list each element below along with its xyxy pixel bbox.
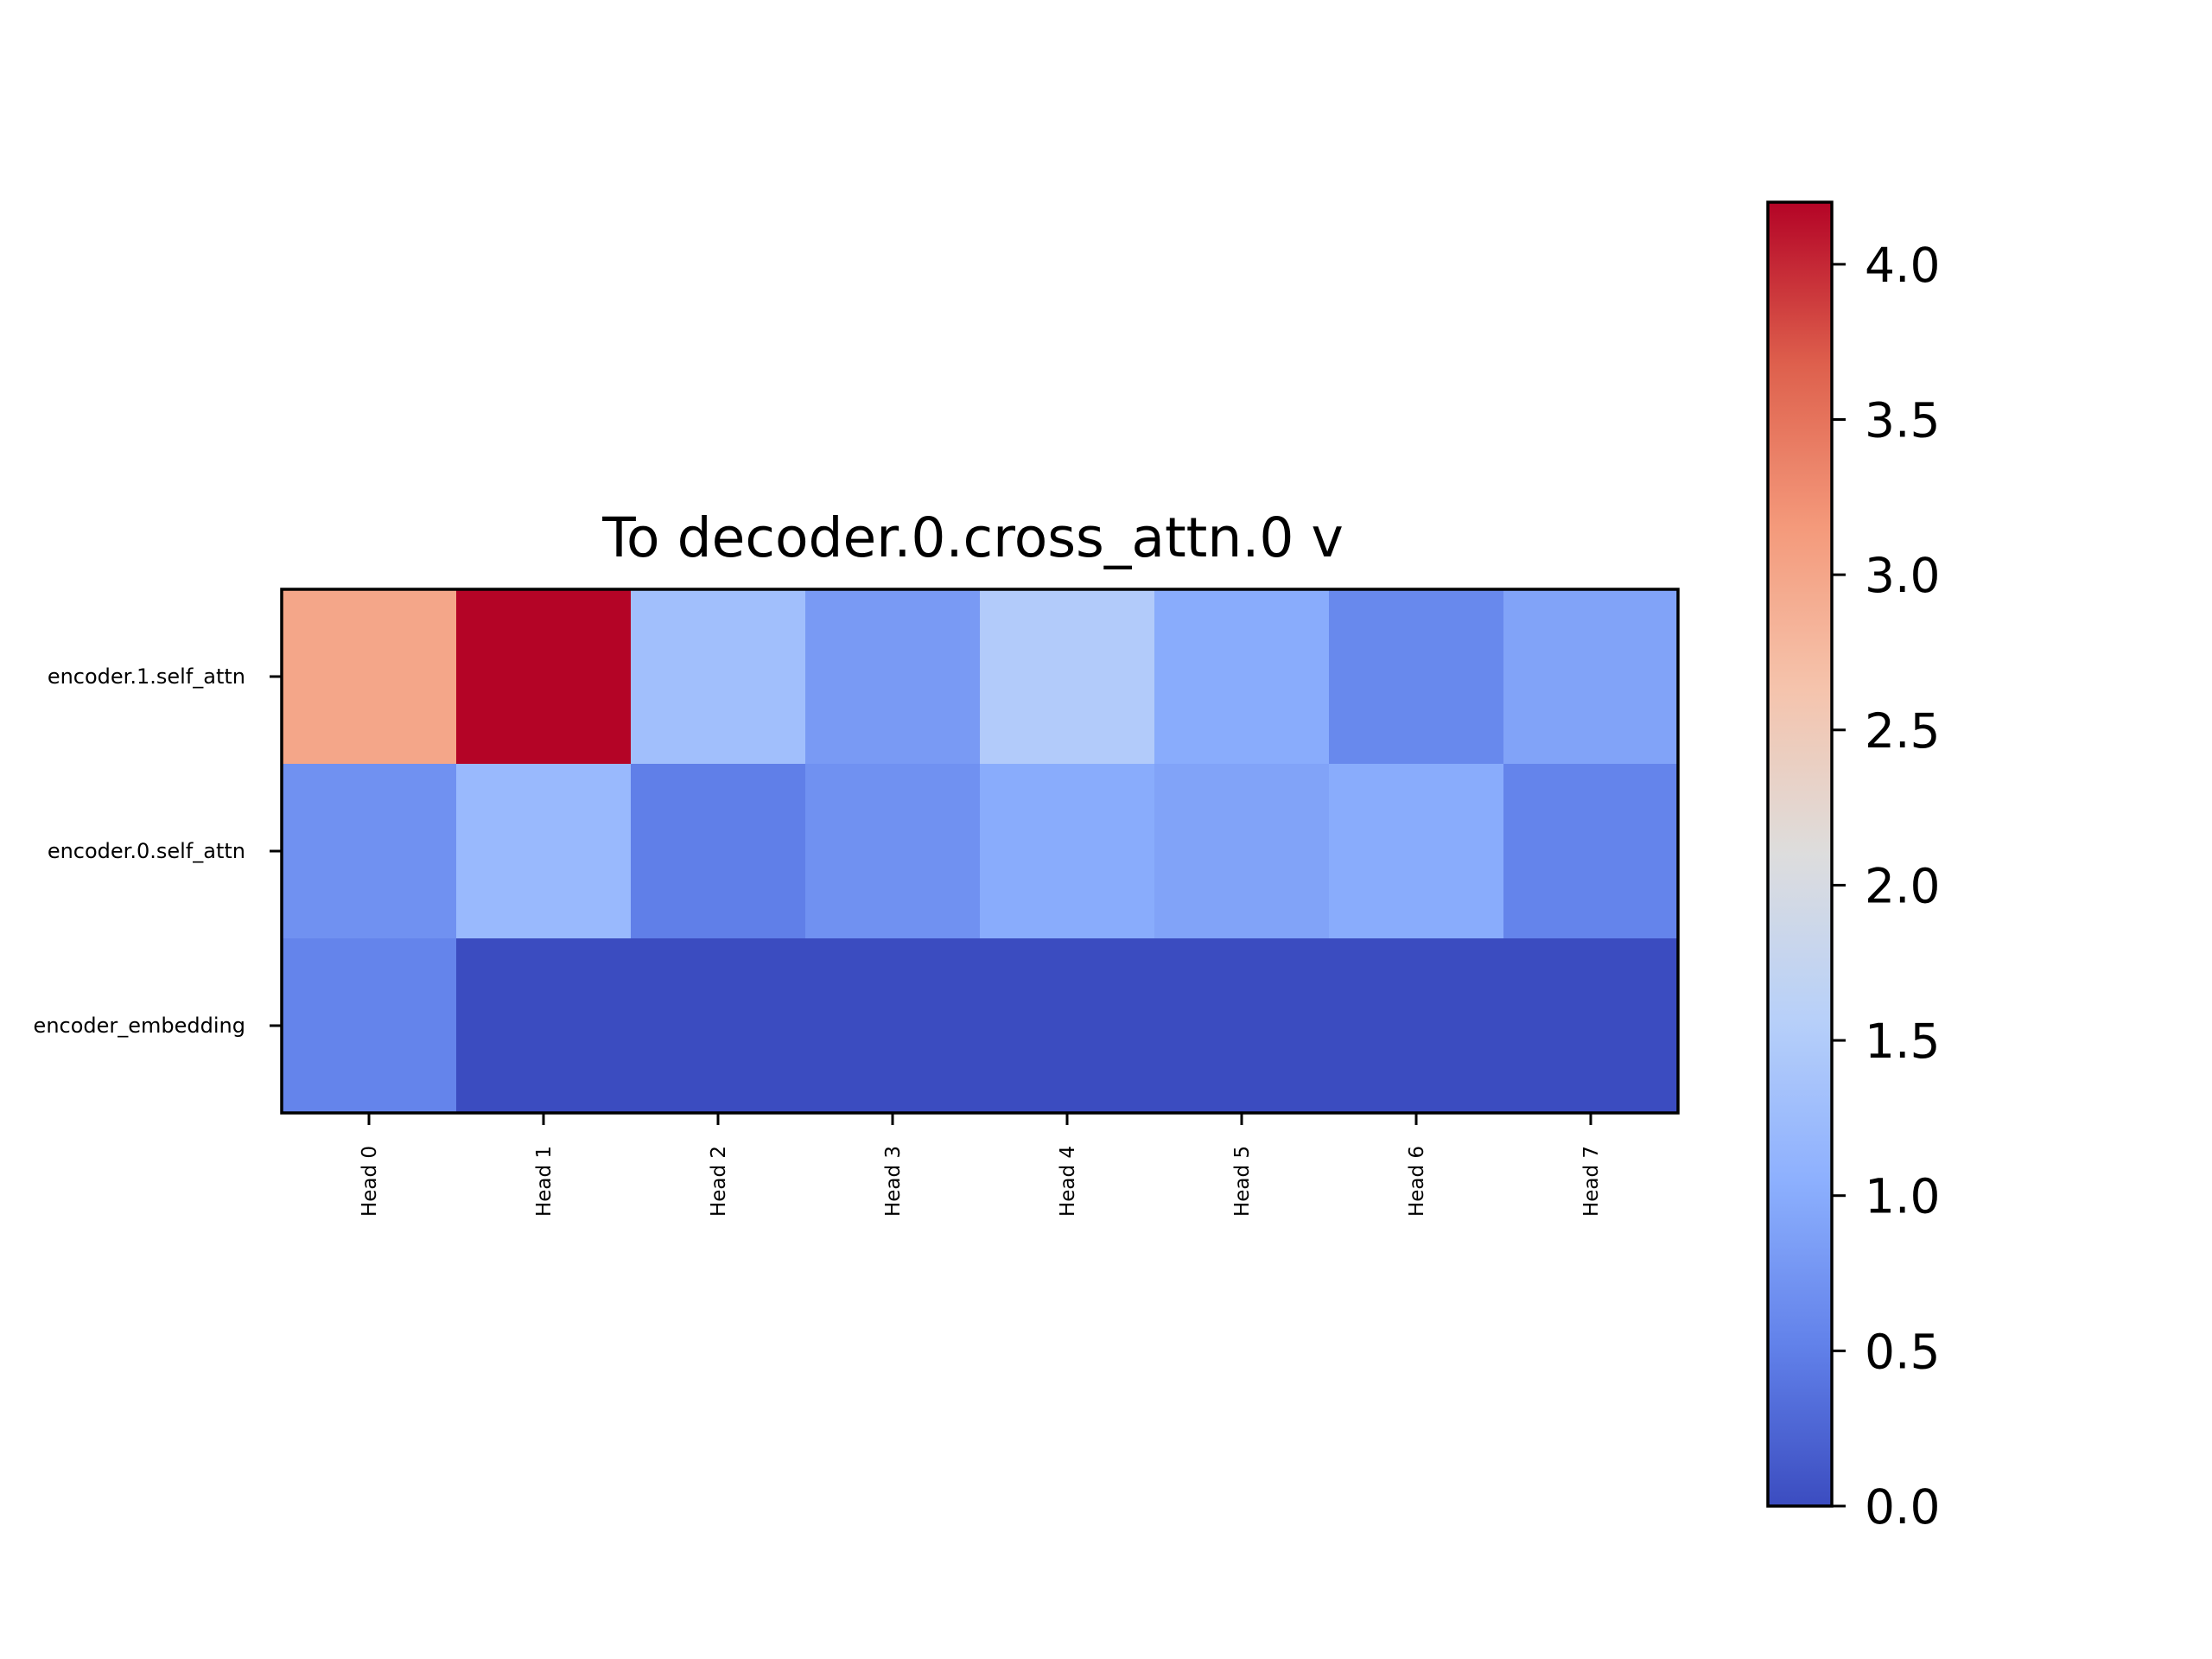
x-tick-label: Head 3 xyxy=(882,1146,905,1217)
colorbar-tick-label: 1.0 xyxy=(1865,1169,1940,1224)
heatmap-cell xyxy=(631,764,806,939)
x-tick-label: Head 7 xyxy=(1580,1146,1603,1217)
heatmap-cell xyxy=(1503,938,1679,1114)
heatmap-cell xyxy=(980,589,1155,765)
heatmap-cell xyxy=(631,938,806,1114)
heatmap-cell xyxy=(980,938,1155,1114)
heatmap-cell xyxy=(805,938,981,1114)
y-tick-label: encoder_embedding xyxy=(34,1014,245,1038)
heatmap-cell xyxy=(1154,589,1330,765)
x-tick-label: Head 6 xyxy=(1406,1146,1428,1217)
heatmap-cell xyxy=(282,764,457,939)
heatmap-cell xyxy=(805,589,981,765)
y-tick-label: encoder.1.self_attn xyxy=(48,664,245,689)
x-tick-label: Head 4 xyxy=(1057,1146,1079,1217)
heatmap-cell xyxy=(980,764,1155,939)
x-tick-label: Head 1 xyxy=(533,1146,556,1217)
heatmap-cell xyxy=(1503,589,1679,765)
colorbar-tick-label: 3.5 xyxy=(1865,393,1940,448)
colorbar-gradient xyxy=(1768,202,1832,1506)
heatmap-cell xyxy=(1329,589,1504,765)
heatmap-cell xyxy=(1154,938,1330,1114)
colorbar-tick-label: 4.0 xyxy=(1865,238,1940,293)
heatmap-cell xyxy=(282,589,457,765)
x-tick-label: Head 0 xyxy=(359,1146,381,1217)
heatmap-cell xyxy=(1329,764,1504,939)
colorbar-tick-label: 0.0 xyxy=(1865,1479,1940,1535)
heatmap-cell xyxy=(1503,764,1679,939)
colorbar-tick-label: 2.0 xyxy=(1865,858,1940,913)
x-tick-label: Head 5 xyxy=(1231,1146,1254,1217)
heatmap-cell xyxy=(1329,938,1504,1114)
heatmap-cell xyxy=(805,764,981,939)
colorbar-tick-label: 2.5 xyxy=(1865,703,1940,759)
colorbar-tick-label: 1.5 xyxy=(1865,1014,1940,1069)
heatmap-cell xyxy=(631,589,806,765)
heatmap-cell xyxy=(456,589,632,765)
heatmap-cell xyxy=(456,938,632,1114)
heatmap-plot-area: encoder.1.self_attn encoder.0.self_attnen… xyxy=(34,588,1680,1217)
colorbar: 0.0 0.5 1.0 1.5 2.0 2.5 3.0 3.5 4.0 xyxy=(1766,200,1940,1535)
colorbar-frame xyxy=(1766,200,1834,1508)
colorbar-tick-label: 3.0 xyxy=(1865,548,1940,603)
x-tick-label: Head 2 xyxy=(708,1146,730,1217)
heatmap-cell xyxy=(1154,764,1330,939)
heatmap-cell xyxy=(282,938,457,1114)
heatmap-cell xyxy=(456,764,632,939)
chart-title: To decoder.0.cross_attn.0 v xyxy=(601,506,1343,569)
y-tick-label: encoder.0.self_attn xyxy=(48,839,245,863)
colorbar-tick-label: 0.5 xyxy=(1865,1324,1940,1379)
